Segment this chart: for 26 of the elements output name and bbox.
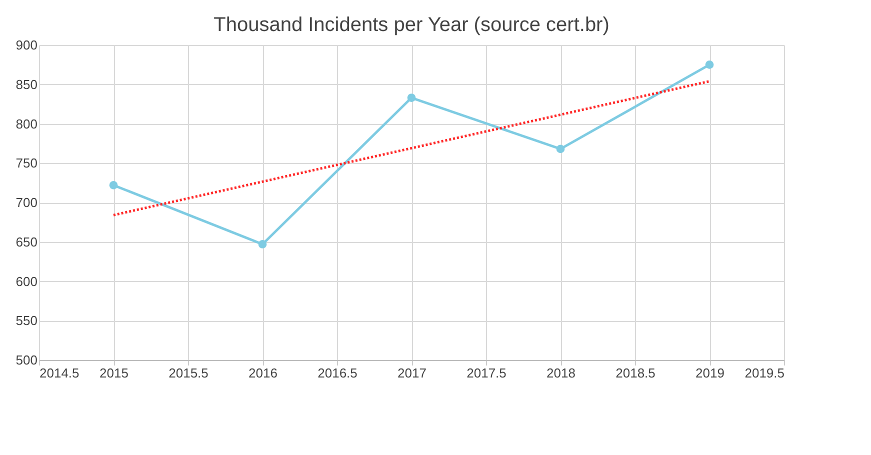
x-tick-label: 2019.5: [744, 366, 784, 380]
y-tick-label: 850: [16, 76, 38, 92]
point: [109, 181, 118, 190]
x-tick-label: 2015: [100, 366, 128, 380]
x-tick-label: 2017: [398, 366, 426, 380]
x-tick-label: 2016: [248, 366, 278, 380]
x-tick-label: 2018: [546, 366, 576, 380]
y-tick-label: 900: [16, 38, 38, 52]
chart-title: Thousand Incidents per Year (source cert.br): [214, 14, 610, 36]
point: [556, 144, 565, 154]
y-tick-label: 550: [16, 313, 38, 328]
x-tick-label: 2019: [696, 366, 724, 380]
y-tick-label: 700: [16, 195, 38, 210]
y-tick-label: 650: [16, 234, 38, 250]
y-tick-label: 500: [16, 352, 38, 368]
x-tick-label: 2015.5: [168, 366, 208, 380]
point: [407, 94, 416, 102]
x-tick-label: 2017.5: [466, 366, 506, 380]
y-tick-label: 750: [16, 156, 38, 171]
y-tick-label: 800: [16, 116, 38, 132]
x-tick-label: 2018.5: [616, 366, 656, 380]
point: [705, 60, 714, 69]
x-tick-label: 2014.5: [40, 366, 80, 380]
y-tick-label: 600: [16, 274, 38, 289]
point: [258, 240, 267, 248]
x-tick-label: 2016.5: [318, 366, 358, 380]
